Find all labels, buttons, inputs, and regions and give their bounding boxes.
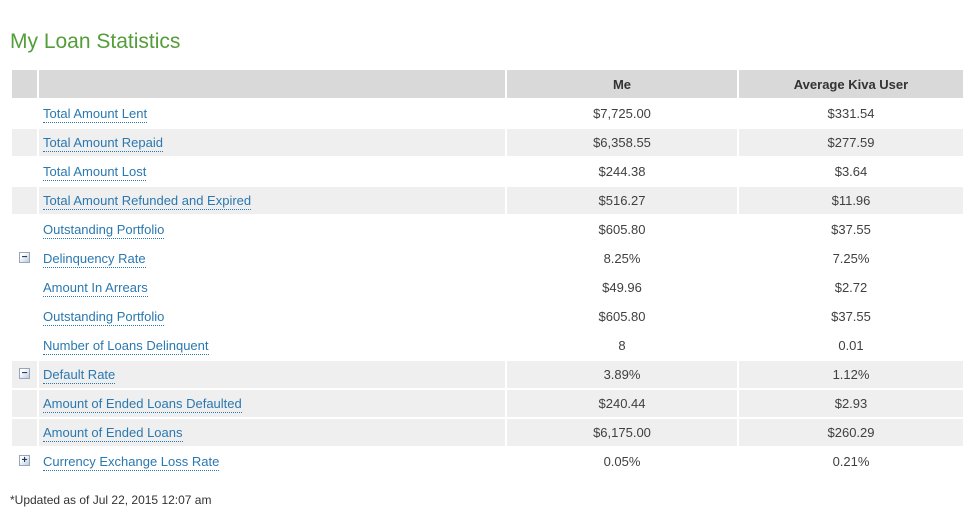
table-row: Total Amount Refunded and Expired $516.2… [12, 187, 963, 214]
avg-value: 0.01 [739, 332, 963, 359]
me-value: $6,358.55 [507, 129, 737, 156]
avg-value: $37.55 [739, 303, 963, 330]
row-label-link[interactable]: Total Amount Repaid [43, 135, 163, 152]
table-row: Total Amount Lent $7,725.00 $331.54 [12, 100, 963, 127]
header-icon-cell [12, 70, 37, 98]
row-label-link[interactable]: Total Amount Lent [43, 106, 148, 123]
me-value: 8 [507, 332, 737, 359]
avg-value: $331.54 [739, 100, 963, 127]
avg-value: $2.93 [739, 390, 963, 417]
avg-value: 1.12% [739, 361, 963, 388]
me-value: $7,725.00 [507, 100, 737, 127]
row-label-link[interactable]: Total Amount Lost [43, 164, 147, 181]
avg-value: $37.55 [739, 216, 963, 243]
table-subrow: Outstanding Portfolio $605.80 $37.55 [12, 303, 963, 330]
table-row-expandable: − Default Rate 3.89% 1.12% [12, 361, 963, 388]
me-value: $49.96 [507, 274, 737, 301]
table-subrow: Amount of Ended Loans $6,175.00 $260.29 [12, 419, 963, 446]
me-value: 8.25% [507, 245, 737, 272]
row-label-link[interactable]: Amount In Arrears [43, 280, 148, 297]
avg-value: 7.25% [739, 245, 963, 272]
row-label-link[interactable]: Outstanding Portfolio [43, 222, 165, 239]
me-value: 3.89% [507, 361, 737, 388]
me-value: $605.80 [507, 216, 737, 243]
table-row: Total Amount Repaid $6,358.55 $277.59 [12, 129, 963, 156]
column-header-me: Me [507, 70, 737, 98]
me-value: $244.38 [507, 158, 737, 185]
avg-value: $11.96 [739, 187, 963, 214]
page-title: My Loan Statistics [10, 30, 181, 53]
column-header-average-kiva-user: Average Kiva User [739, 70, 963, 98]
me-value: $516.27 [507, 187, 737, 214]
row-label-link[interactable]: Amount of Ended Loans [43, 425, 183, 442]
me-value: $605.80 [507, 303, 737, 330]
row-label-link[interactable]: Outstanding Portfolio [43, 309, 165, 326]
table-row: Outstanding Portfolio $605.80 $37.55 [12, 216, 963, 243]
me-value: $240.44 [507, 390, 737, 417]
table-subrow: Amount of Ended Loans Defaulted $240.44 … [12, 390, 963, 417]
collapse-icon[interactable]: − [19, 368, 30, 379]
expand-icon[interactable]: + [19, 455, 30, 466]
table-subrow: Number of Loans Delinquent 8 0.01 [12, 332, 963, 359]
row-label-link[interactable]: Number of Loans Delinquent [43, 338, 209, 355]
row-label-link[interactable]: Total Amount Refunded and Expired [43, 193, 252, 210]
header-label-cell [39, 70, 505, 98]
table-header-row: Me Average Kiva User [12, 70, 963, 98]
avg-value: 0.21% [739, 448, 963, 475]
me-value: 0.05% [507, 448, 737, 475]
table-row: Total Amount Lost $244.38 $3.64 [12, 158, 963, 185]
loan-statistics-table: Me Average Kiva User Total Amount Lent $… [10, 68, 965, 477]
avg-value: $277.59 [739, 129, 963, 156]
avg-value: $260.29 [739, 419, 963, 446]
collapse-icon[interactable]: − [19, 252, 30, 263]
avg-value: $2.72 [739, 274, 963, 301]
avg-value: $3.64 [739, 158, 963, 185]
table-row-expandable: + Currency Exchange Loss Rate 0.05% 0.21… [12, 448, 963, 475]
table-subrow: Amount In Arrears $49.96 $2.72 [12, 274, 963, 301]
row-label-link[interactable]: Currency Exchange Loss Rate [43, 454, 220, 471]
updated-timestamp-note: *Updated as of Jul 22, 2015 12:07 am [10, 493, 212, 507]
row-label-link[interactable]: Default Rate [43, 367, 116, 384]
row-label-link[interactable]: Amount of Ended Loans Defaulted [43, 396, 242, 413]
row-label-link[interactable]: Delinquency Rate [43, 251, 146, 268]
table-row-expandable: − Delinquency Rate 8.25% 7.25% [12, 245, 963, 272]
me-value: $6,175.00 [507, 419, 737, 446]
